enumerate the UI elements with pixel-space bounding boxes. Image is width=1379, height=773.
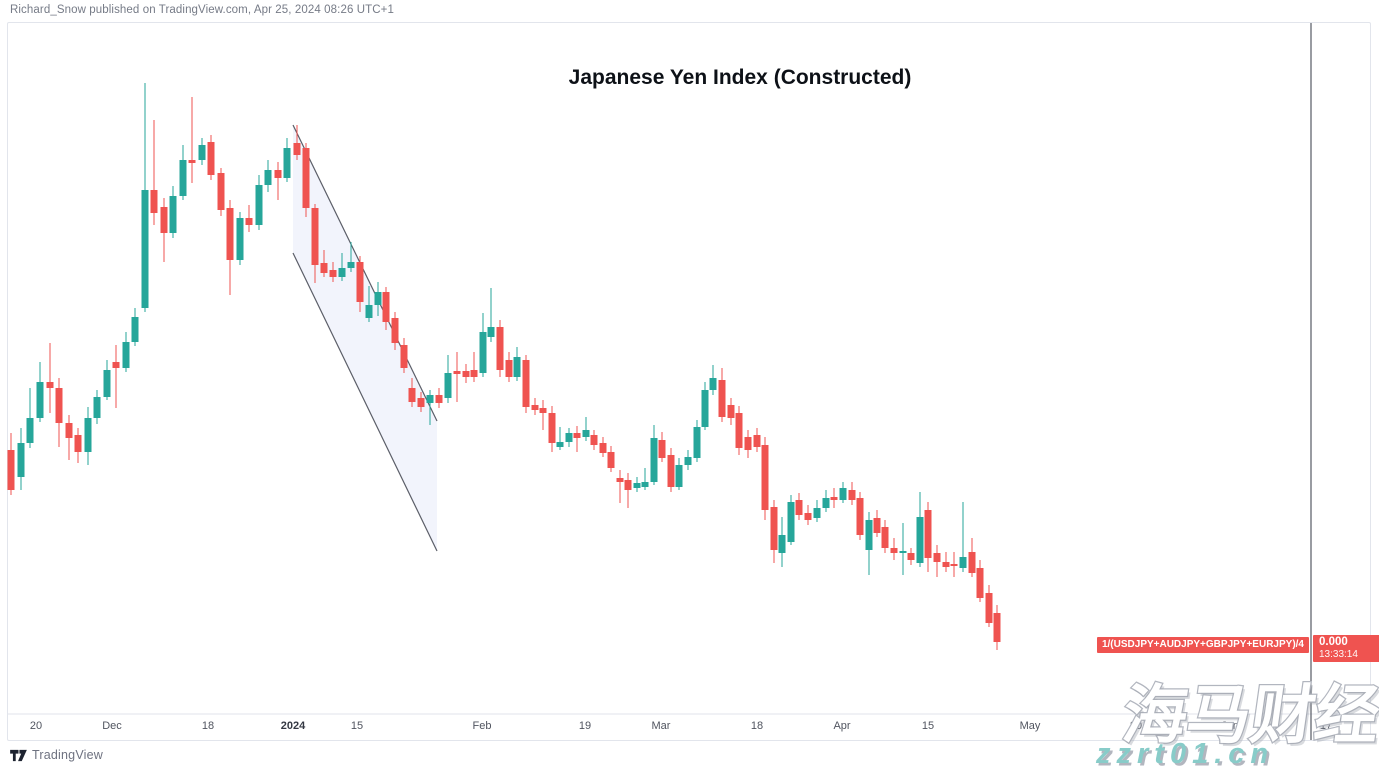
last-price-value: 0.000: [1319, 636, 1348, 648]
watermark-site-url: zzrt01.cn: [1095, 738, 1275, 771]
time-axis-label: Feb: [472, 720, 492, 732]
time-axis-label: 18: [201, 720, 215, 732]
time-axis-label: Jun: [1221, 720, 1239, 732]
indicator-formula-label: 1/(USDJPY+AUDJPY+GBPJPY+EURJPY)/4: [1096, 637, 1309, 653]
time-axis-label: Dec: [102, 720, 122, 732]
chart-container: [7, 22, 1371, 741]
candles-layer: [7, 83, 1001, 650]
time-axis-label: 15: [921, 720, 935, 732]
time-axis-label: May: [1019, 720, 1041, 732]
bar-countdown: 13:33:14: [1319, 649, 1358, 660]
time-axis-label: Apr: [833, 720, 851, 732]
time-axis-label: Mar: [651, 720, 671, 732]
tradingview-brand-text: TradingView: [32, 748, 103, 762]
time-axis-label: 19: [578, 720, 592, 732]
time-axis-label: 17: [1319, 720, 1333, 732]
time-axis-label: 20: [1129, 720, 1143, 732]
time-axis-label: 18: [750, 720, 764, 732]
time-axis-label: 20: [29, 720, 43, 732]
time-axis-label: 15: [350, 720, 364, 732]
trend-channel: [292, 124, 438, 552]
time-axis-label: 2024: [280, 720, 306, 732]
tradingview-link[interactable]: TradingView: [10, 748, 103, 762]
tradingview-logo-icon: [10, 749, 27, 762]
axis-lines: [8, 23, 1370, 740]
last-price-label: 0.000 13:33:14: [1313, 635, 1379, 662]
page-title: Japanese Yen Index (Constructed): [568, 66, 912, 89]
attribution-text: Richard_Snow published on TradingView.co…: [10, 4, 394, 16]
